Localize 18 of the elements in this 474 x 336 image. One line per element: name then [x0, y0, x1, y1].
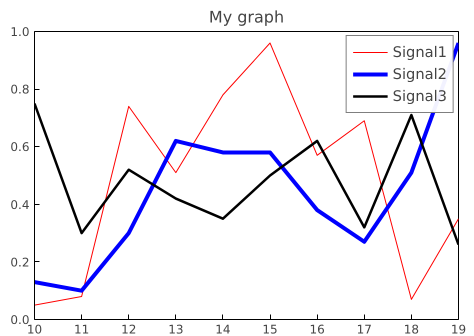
x-tick-label: 15: [262, 322, 278, 336]
x-tick-label: 16: [310, 322, 325, 336]
x-tick-label: 19: [450, 322, 466, 336]
y-tick-label: 1.0: [10, 25, 30, 39]
legend-label: Signal1: [392, 44, 447, 60]
y-tick-label: 0.6: [10, 140, 30, 154]
x-tick-label: 18: [404, 322, 420, 336]
y-tick-label: 0.2: [10, 255, 30, 270]
x-tick-label: 17: [356, 322, 372, 336]
y-tick-label: 0.8: [10, 82, 30, 97]
x-tick-label: 14: [215, 322, 231, 336]
x-tick-label: 13: [168, 322, 184, 336]
legend-label: Signal3: [392, 88, 447, 104]
y-tick-label: 0.4: [10, 198, 30, 212]
legend-label: Signal2: [392, 66, 447, 82]
chart-title: My graph: [208, 8, 284, 26]
x-tick-label: 12: [121, 322, 136, 336]
x-tick-label: 11: [74, 322, 90, 336]
